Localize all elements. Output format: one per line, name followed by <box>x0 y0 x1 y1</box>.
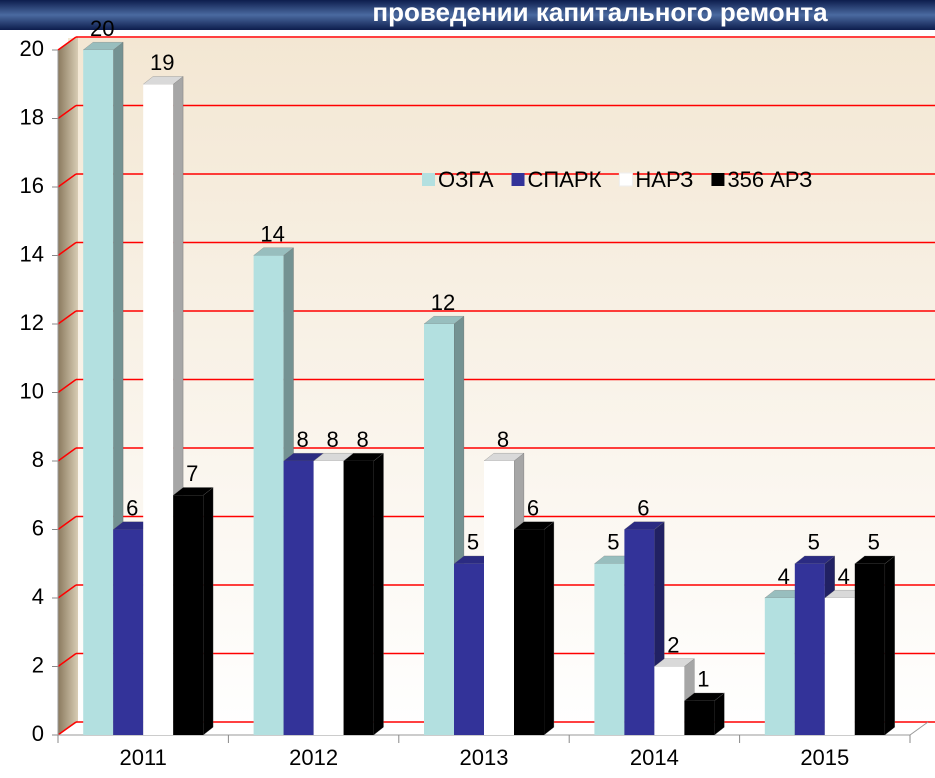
grid-line-wall <box>57 721 77 736</box>
value-label: 5 <box>868 530 880 555</box>
y-tick-label: 8 <box>32 447 44 472</box>
grid-line-wall <box>57 515 77 531</box>
x-tick-label: 2013 <box>460 745 509 770</box>
legend-label: ОЗГА <box>438 167 494 192</box>
grid-line-wall <box>57 652 77 668</box>
value-label: 8 <box>497 427 509 452</box>
value-label: 5 <box>607 530 619 555</box>
bar <box>283 461 314 735</box>
bar <box>824 598 855 735</box>
value-label: 6 <box>527 495 539 520</box>
bar <box>594 563 625 735</box>
grid-line-wall <box>57 378 77 394</box>
y-tick-label: 0 <box>32 721 44 746</box>
legend-label: 356 АРЗ <box>727 167 812 192</box>
legend-swatch <box>422 173 435 186</box>
y-tick-label: 2 <box>32 652 44 677</box>
y-tick-label: 14 <box>20 241 44 266</box>
value-label: 19 <box>150 50 174 75</box>
value-label: 4 <box>778 564 790 589</box>
value-label: 6 <box>637 495 649 520</box>
bar-side <box>373 452 384 736</box>
bar <box>484 461 514 735</box>
legend-swatch <box>711 173 725 186</box>
value-label: 1 <box>697 667 709 692</box>
value-label: 8 <box>356 427 368 452</box>
bar <box>83 50 114 735</box>
floor-edge <box>909 721 929 736</box>
y-tick-label: 18 <box>20 104 44 129</box>
value-label: 6 <box>126 495 138 520</box>
bar <box>143 84 174 735</box>
grid-line-wall <box>57 241 77 257</box>
legend-swatch <box>618 172 633 187</box>
grid-line-wall <box>57 584 77 599</box>
bar <box>313 461 344 735</box>
value-label: 8 <box>326 427 338 452</box>
value-label: 12 <box>431 290 455 315</box>
y-tick-label: 6 <box>32 515 44 540</box>
banner <box>0 0 935 30</box>
value-label: 14 <box>260 221 284 246</box>
bar <box>424 324 454 735</box>
bar <box>113 529 144 735</box>
chart-title: проведении капитального ремонта <box>372 0 828 27</box>
x-tick-label: 2015 <box>800 745 849 770</box>
bar <box>253 255 284 735</box>
y-tick-label: 12 <box>20 310 44 335</box>
bar <box>343 461 374 735</box>
legend-label: СПАРК <box>528 167 602 192</box>
bar <box>854 563 885 735</box>
value-label: 5 <box>467 530 479 555</box>
grid-line-wall <box>57 173 77 188</box>
y-tick-label: 4 <box>32 584 44 609</box>
x-tick-label: 2014 <box>630 745 679 770</box>
value-label: 4 <box>838 564 850 589</box>
grid-line-wall <box>57 104 77 120</box>
y-tick-label: 16 <box>20 173 44 198</box>
x-tick-label: 2011 <box>120 745 167 770</box>
bar <box>173 495 204 735</box>
bar-side <box>203 487 214 736</box>
bar-side <box>884 555 895 736</box>
bar <box>624 529 655 735</box>
bar-side <box>543 521 555 736</box>
bar <box>514 529 544 735</box>
grid-line-wall <box>57 447 77 462</box>
legend-label: НАРЗ <box>635 167 693 192</box>
grid-line-wall <box>57 36 77 51</box>
value-label: 7 <box>186 461 198 486</box>
value-label: 2 <box>667 632 679 657</box>
y-tick-label: 20 <box>20 36 44 61</box>
legend-swatch <box>511 173 525 186</box>
value-label: 8 <box>296 427 308 452</box>
bar <box>654 666 685 735</box>
bar <box>454 563 484 735</box>
bar <box>764 598 795 735</box>
y-tick-label: 10 <box>20 378 44 403</box>
bar <box>794 563 825 735</box>
x-tick-label: 2012 <box>289 745 338 770</box>
grid-line-wall <box>57 310 77 325</box>
value-label: 20 <box>90 16 114 41</box>
value-label: 5 <box>808 530 820 555</box>
bar <box>684 700 715 735</box>
